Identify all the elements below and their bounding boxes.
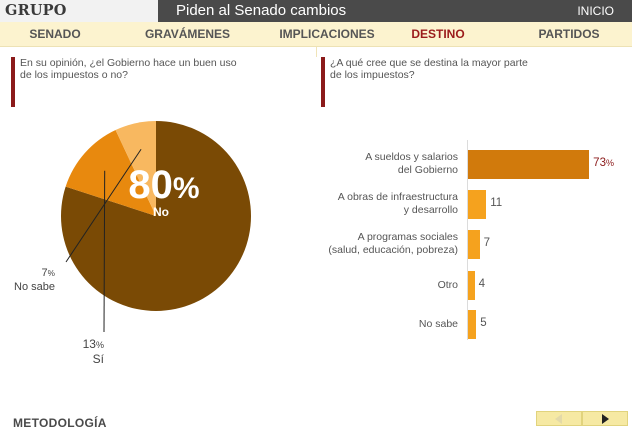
pie-label-nosabe: No sabe	[14, 281, 55, 293]
pie-label-no: No	[153, 205, 169, 219]
tab-gravamenes[interactable]: GRAVÁMENES	[144, 27, 231, 41]
left-question-line1: En su opinión, ¿el Gobierno hace un buen…	[20, 57, 237, 69]
bar-value: 7	[483, 237, 491, 249]
tab-partidos[interactable]: PARTIDOS	[538, 27, 600, 41]
right-question: ¿A qué cree que se destina la mayor part…	[321, 57, 581, 107]
right-question-line1: ¿A qué cree que se destina la mayor part…	[330, 57, 528, 69]
pie-leader-nosabe	[65, 148, 142, 263]
pie-chart: 80%No 13%Sí 7% No sabe	[14, 121, 251, 366]
brand-logo: GRUPO REFORMA	[0, 0, 158, 41]
bar	[468, 270, 475, 300]
right-question-line2: de los impuestos?	[330, 69, 415, 81]
previous-button[interactable]	[536, 411, 582, 426]
left-question-line2: de los impuestos o no?	[20, 69, 128, 81]
pie-slice-s-	[65, 130, 156, 216]
bar	[468, 189, 487, 219]
pie-value-nosabe: 7%	[42, 267, 56, 279]
bar	[468, 309, 477, 339]
left-question: En su opinión, ¿el Gobierno hace un buen…	[11, 57, 271, 107]
pie-label-si: Sí	[93, 352, 105, 366]
bar-label: Otro	[437, 278, 458, 291]
methodology-link[interactable]: METODOLOGÍA	[13, 416, 107, 430]
column-divider	[316, 47, 317, 57]
home-link[interactable]: INICIO	[577, 4, 614, 18]
bar-value: 11	[490, 197, 503, 209]
pie-leader-si	[103, 170, 106, 333]
tab-implicaciones[interactable]: IMPLICACIONES	[279, 27, 375, 41]
bar-value: 73%	[593, 157, 614, 169]
bar-value: 4	[478, 278, 486, 290]
bar	[468, 229, 480, 259]
pie-value-si: 13%	[83, 337, 104, 351]
bar-label: A sueldos y salarios del Gobierno	[365, 151, 458, 176]
tab-destino[interactable]: DESTINO	[411, 27, 465, 41]
pie-value-no: 80%	[128, 163, 199, 207]
bar-label: No sabe	[418, 317, 458, 330]
arrow-left-icon	[555, 414, 562, 424]
section-tabs: SENADO GRAVÁMENES IMPLICACIONES DESTINO …	[0, 22, 632, 47]
bar-chart-axis	[467, 140, 468, 340]
tab-senado[interactable]: SENADO	[29, 27, 81, 41]
bar-label: A obras de infraestructura y desarrollo	[337, 191, 458, 216]
bar-label: A programas sociales (salud, educación, p…	[328, 231, 458, 256]
arrow-right-icon	[602, 414, 609, 424]
page-title: Piden al Senado cambios	[176, 2, 347, 19]
top-bar: GRUPO REFORMA Piden al Senado cambios IN…	[0, 0, 632, 41]
bar	[468, 149, 590, 179]
bar-value: 5	[480, 317, 487, 329]
pie-slice-no-sabe	[115, 121, 156, 216]
next-button[interactable]	[582, 411, 628, 426]
